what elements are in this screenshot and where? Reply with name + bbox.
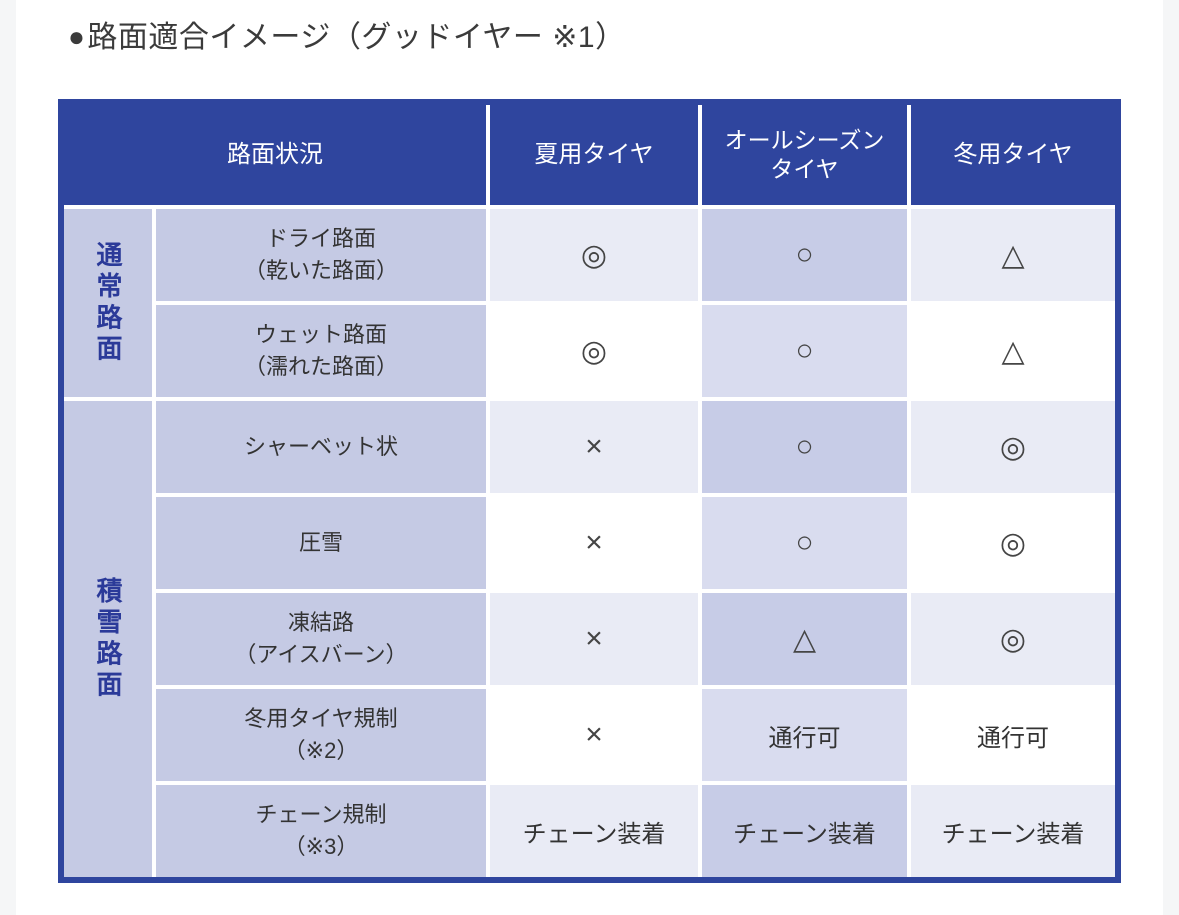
content-area: ● 路面適合イメージ（グッドイヤー ※1） 路面状況 夏用タイヤ オールシーズン… bbox=[16, 0, 1163, 915]
cell-slush-summer: × bbox=[490, 401, 698, 493]
bullet-icon: ● bbox=[68, 21, 86, 53]
header-all-season-tire: オールシーズン タイヤ bbox=[702, 105, 907, 205]
cell-winter-regulation-all-season: 通行可 bbox=[702, 689, 907, 781]
cell-packed-snow-all-season: ○ bbox=[702, 497, 907, 589]
cell-chain-regulation-winter: チェーン装着 bbox=[911, 785, 1115, 877]
row-label-dry: ドライ路面 （乾いた路面） bbox=[156, 209, 486, 301]
cell-winter-regulation-summer: × bbox=[490, 689, 698, 781]
table-grid: 路面状況 夏用タイヤ オールシーズン タイヤ 冬用タイヤ 通常路面 積雪路面 ド… bbox=[64, 105, 1115, 877]
header-winter-tire: 冬用タイヤ bbox=[911, 105, 1115, 205]
cell-dry-winter: △ bbox=[911, 209, 1115, 301]
section-title: ● 路面適合イメージ（グッドイヤー ※1） bbox=[68, 18, 1163, 57]
group-label-snow-road: 積雪路面 bbox=[64, 401, 152, 877]
row-label-chain-regulation: チェーン規制 （※3） bbox=[156, 785, 486, 877]
section-title-text: 路面適合イメージ（グッドイヤー ※1） bbox=[87, 21, 626, 54]
row-label-winter-tire-regulation: 冬用タイヤ規制 （※2） bbox=[156, 689, 486, 781]
cell-packed-snow-summer: × bbox=[490, 497, 698, 589]
cell-icy-summer: × bbox=[490, 593, 698, 685]
cell-dry-all-season: ○ bbox=[702, 209, 907, 301]
cell-dry-summer: ◎ bbox=[490, 209, 698, 301]
cell-packed-snow-winter: ◎ bbox=[911, 497, 1115, 589]
row-label-packed-snow: 圧雪 bbox=[156, 497, 486, 589]
cell-slush-winter: ◎ bbox=[911, 401, 1115, 493]
group-label-normal-road: 通常路面 bbox=[64, 209, 152, 397]
row-label-wet: ウェット路面 （濡れた路面） bbox=[156, 305, 486, 397]
cell-chain-regulation-summer: チェーン装着 bbox=[490, 785, 698, 877]
row-label-slush: シャーベット状 bbox=[156, 401, 486, 493]
compatibility-table: 路面状況 夏用タイヤ オールシーズン タイヤ 冬用タイヤ 通常路面 積雪路面 ド… bbox=[58, 99, 1121, 883]
row-label-icy: 凍結路 （アイスバーン） bbox=[156, 593, 486, 685]
cell-wet-all-season: ○ bbox=[702, 305, 907, 397]
cell-slush-all-season: ○ bbox=[702, 401, 907, 493]
cell-chain-regulation-all-season: チェーン装着 bbox=[702, 785, 907, 877]
header-road-condition: 路面状況 bbox=[64, 105, 486, 205]
cell-wet-winter: △ bbox=[911, 305, 1115, 397]
header-summer-tire: 夏用タイヤ bbox=[490, 105, 698, 205]
cell-icy-all-season: △ bbox=[702, 593, 907, 685]
cell-icy-winter: ◎ bbox=[911, 593, 1115, 685]
cell-wet-summer: ◎ bbox=[490, 305, 698, 397]
cell-winter-regulation-winter: 通行可 bbox=[911, 689, 1115, 781]
